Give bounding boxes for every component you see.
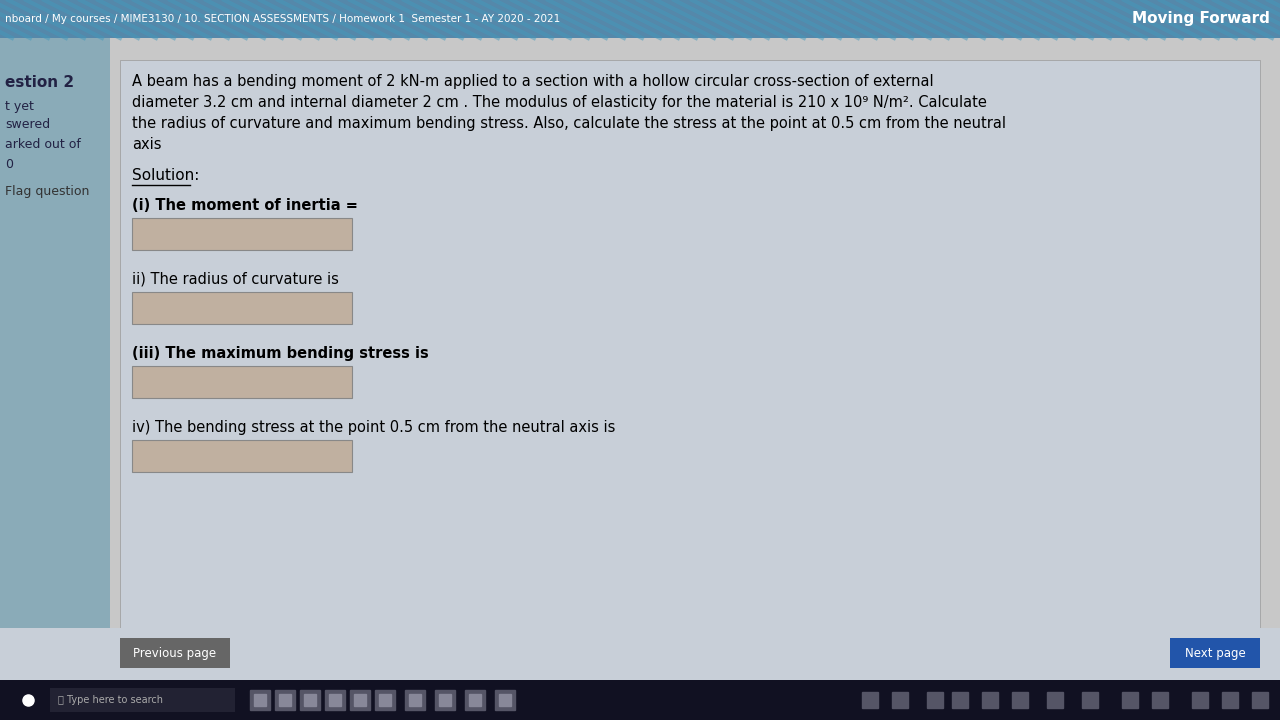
Text: Solution:: Solution: [132, 168, 200, 183]
Text: estion 2: estion 2 [5, 75, 74, 90]
Text: ⌕ Type here to search: ⌕ Type here to search [58, 695, 163, 705]
Bar [0, 628, 1280, 680]
Text: Moving Forward: Moving Forward [1132, 12, 1270, 27]
Text: Next page: Next page [1184, 647, 1245, 660]
Bar [1170, 638, 1260, 668]
Bar [120, 60, 1260, 648]
Bar [132, 366, 352, 398]
Bar [132, 440, 352, 472]
Bar [120, 638, 230, 668]
Bar [0, 0, 1280, 38]
Text: arked out of: arked out of [5, 138, 81, 151]
Text: the radius of curvature and maximum bending stress. Also, calculate the stress a: the radius of curvature and maximum bend… [132, 116, 1006, 131]
Text: nboard / My courses / MIME3130 / 10. SECTION ASSESSMENTS / Homework 1  Semester : nboard / My courses / MIME3130 / 10. SEC… [5, 14, 561, 24]
Bar [132, 218, 352, 250]
Text: Flag question: Flag question [5, 185, 90, 198]
Text: Previous page: Previous page [133, 647, 216, 660]
Bar [50, 688, 236, 712]
Text: iv) The bending stress at the point 0.5 cm from the neutral axis is: iv) The bending stress at the point 0.5 … [132, 420, 616, 435]
Text: axis: axis [132, 137, 161, 152]
Bar [0, 680, 1280, 720]
Text: 0: 0 [5, 158, 13, 171]
Text: (i) The moment of inertia =: (i) The moment of inertia = [132, 198, 358, 213]
Text: ii) The radius of curvature is: ii) The radius of curvature is [132, 272, 339, 287]
Text: swered: swered [5, 118, 50, 131]
Bar [132, 292, 352, 324]
Text: A beam has a bending moment of 2 kN-m applied to a section with a hollow circula: A beam has a bending moment of 2 kN-m ap… [132, 74, 933, 89]
Text: t yet: t yet [5, 100, 33, 113]
Bar [0, 38, 110, 628]
Text: (iii) The maximum bending stress is: (iii) The maximum bending stress is [132, 346, 429, 361]
Text: diameter 3.2 cm and internal diameter 2 cm . The modulus of elasticity for the m: diameter 3.2 cm and internal diameter 2 … [132, 95, 987, 110]
